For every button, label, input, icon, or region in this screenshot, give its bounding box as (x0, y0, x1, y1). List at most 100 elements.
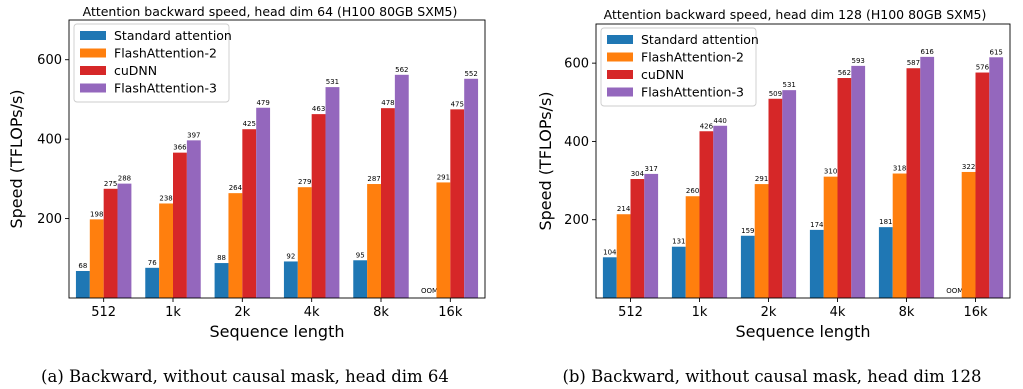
bar (630, 179, 645, 298)
data-label: OOM (946, 287, 963, 295)
bar (242, 129, 257, 298)
x-tick-label: 8k (373, 305, 389, 320)
bar (89, 219, 104, 298)
figure-caption: (b) Backward, without causal mask, head … (562, 367, 981, 386)
bar (75, 270, 90, 298)
bar (394, 74, 409, 298)
legend-swatch (607, 87, 633, 97)
data-label: 238 (159, 194, 172, 202)
data-label: 440 (714, 117, 727, 125)
legend-entry: FlashAttention-3 (114, 81, 217, 96)
data-label: 587 (907, 59, 920, 67)
data-label: 478 (381, 99, 394, 107)
data-label: 463 (312, 105, 325, 113)
bar (837, 78, 852, 298)
bar (117, 183, 132, 298)
data-label: 593 (852, 57, 865, 65)
data-label: 131 (672, 238, 685, 246)
legend-entry: Standard attention (114, 28, 232, 43)
bar (782, 90, 797, 298)
data-label: 426 (700, 122, 714, 130)
axes-frame (595, 23, 1011, 299)
chart-panel-1: Attention backward speed, head dim 128 (… (536, 7, 1011, 386)
x-tick-label: 1k (165, 305, 181, 320)
bar (699, 131, 714, 298)
data-label: 76 (148, 259, 157, 267)
data-label: 562 (395, 66, 408, 74)
data-label: 275 (104, 180, 117, 188)
data-label: 198 (90, 210, 103, 218)
data-label: 260 (686, 187, 699, 195)
bar (381, 108, 395, 298)
bar (325, 87, 340, 298)
data-label: 317 (645, 165, 658, 173)
data-label: 322 (962, 163, 975, 171)
bar (644, 173, 659, 298)
bar (851, 65, 866, 298)
legend-swatch (80, 48, 106, 58)
y-tick-label: 600 (37, 53, 62, 68)
bar (809, 229, 824, 298)
chart-panel-0: Attention backward speed, head dim 64 (H… (7, 4, 486, 386)
data-label: 479 (256, 99, 269, 107)
x-tick-label: 8k (899, 305, 915, 320)
data-label: 279 (298, 178, 311, 186)
x-tick-label: 16k (438, 305, 463, 320)
x-tick-label: 512 (91, 305, 116, 320)
data-label: 287 (367, 175, 380, 183)
data-label: 366 (173, 144, 187, 152)
legend-entry: cuDNN (114, 63, 157, 78)
legend: Standard attention FlashAttention-2 cuDNN F… (600, 27, 759, 107)
bar (186, 140, 201, 298)
legend-swatch (607, 52, 633, 62)
bar (464, 78, 479, 298)
legend-swatch (607, 70, 633, 79)
bar (768, 98, 783, 299)
chart-title: Attention backward speed, head dim 128 (… (604, 7, 987, 22)
bar (920, 56, 935, 298)
y-tick-label: 600 (564, 57, 589, 72)
x-tick-label: 512 (618, 305, 643, 320)
bar (685, 196, 700, 298)
bar (103, 188, 118, 298)
bar (961, 171, 976, 298)
legend-entry: FlashAttention-2 (641, 50, 744, 65)
y-tick-label: 400 (564, 135, 589, 150)
x-tick-label: 2k (761, 305, 777, 320)
data-label: 425 (243, 120, 256, 128)
bar (214, 263, 229, 298)
data-label: 291 (755, 175, 768, 183)
axes-frame (68, 19, 486, 299)
legend-swatch (607, 35, 633, 44)
data-label: 531 (783, 81, 796, 89)
y-tick-label: 200 (37, 212, 62, 227)
bar (713, 125, 728, 299)
data-label: 616 (921, 48, 935, 56)
bar (823, 176, 838, 298)
bar (436, 182, 451, 298)
legend: Standard attention FlashAttention-2 cuDNN F… (73, 23, 232, 103)
data-label: 318 (893, 165, 906, 173)
legend-entry: cuDNN (641, 67, 684, 82)
legend-swatch (80, 31, 106, 40)
bar (989, 57, 1004, 299)
legend-entry: Standard attention (641, 32, 759, 47)
bar (311, 114, 326, 298)
legend-box (73, 23, 230, 103)
data-label: 291 (437, 173, 450, 181)
data-label: 552 (464, 70, 477, 78)
bar (975, 72, 990, 298)
y-tick-label: 200 (564, 213, 589, 228)
y-axis-label: Speed (TFLOPs/s) (7, 89, 26, 228)
data-label: 92 (286, 252, 295, 260)
legend-entry: FlashAttention-2 (114, 46, 217, 61)
data-label: 104 (603, 248, 617, 256)
bar (159, 203, 173, 298)
bar (450, 109, 465, 298)
data-label: 475 (451, 100, 464, 108)
bar (297, 187, 312, 298)
bar (256, 107, 271, 298)
data-label: 264 (229, 184, 243, 192)
data-label: 214 (617, 205, 631, 213)
